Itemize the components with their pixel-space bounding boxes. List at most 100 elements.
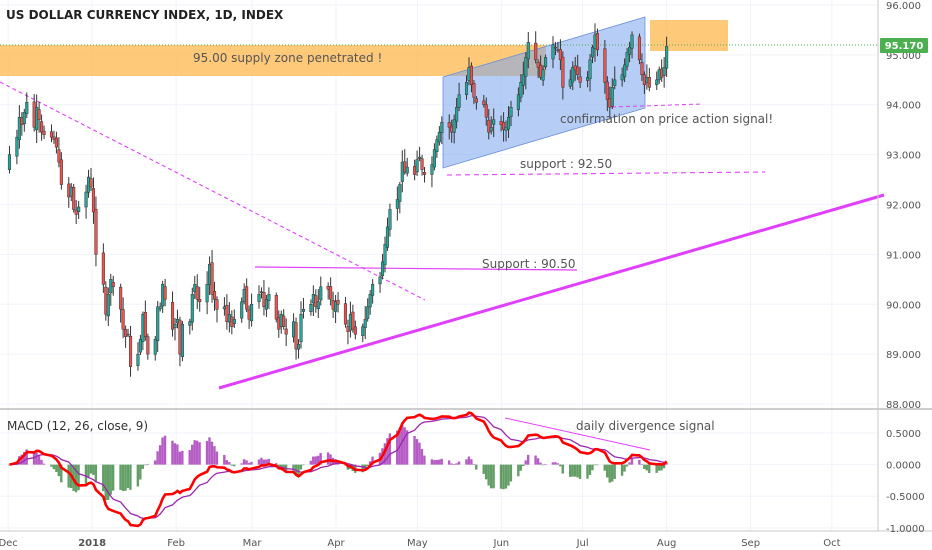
candle[interactable] <box>314 295 318 307</box>
candle[interactable] <box>153 338 157 355</box>
candle[interactable] <box>405 166 409 174</box>
candle[interactable] <box>647 77 651 88</box>
candle[interactable] <box>331 300 335 310</box>
candle[interactable] <box>665 46 669 69</box>
candle[interactable] <box>620 74 624 81</box>
candle[interactable] <box>37 109 41 120</box>
candle[interactable] <box>136 353 140 366</box>
candle[interactable] <box>126 333 130 336</box>
candle[interactable] <box>77 206 81 213</box>
candle[interactable] <box>334 301 338 312</box>
candle[interactable] <box>516 94 520 110</box>
candle[interactable] <box>430 164 434 175</box>
candle[interactable] <box>274 295 278 320</box>
candle[interactable] <box>637 36 642 61</box>
candle[interactable] <box>526 42 530 60</box>
candle[interactable] <box>22 111 26 125</box>
candle[interactable] <box>452 119 456 133</box>
candle[interactable] <box>264 299 268 310</box>
candle[interactable] <box>230 316 234 327</box>
downtrend-line[interactable] <box>0 81 426 301</box>
candle[interactable] <box>210 262 214 295</box>
candle[interactable] <box>398 184 402 202</box>
candle[interactable] <box>91 188 96 213</box>
candle[interactable] <box>519 82 523 98</box>
candle[interactable] <box>487 119 491 133</box>
candle[interactable] <box>146 336 150 355</box>
candle[interactable] <box>301 308 306 312</box>
candle[interactable] <box>590 47 595 58</box>
candle[interactable] <box>472 83 476 98</box>
candle[interactable] <box>86 176 91 193</box>
candle[interactable] <box>170 301 175 330</box>
candle[interactable] <box>227 313 231 323</box>
candle[interactable] <box>524 57 528 77</box>
candle[interactable] <box>67 183 71 198</box>
candle[interactable] <box>299 313 303 343</box>
candle[interactable] <box>366 306 370 319</box>
candle[interactable] <box>212 291 217 300</box>
candle[interactable] <box>457 94 461 108</box>
candle[interactable] <box>161 284 165 307</box>
candle[interactable] <box>395 199 399 209</box>
candle[interactable] <box>363 318 367 328</box>
candle[interactable] <box>660 68 664 78</box>
candle[interactable] <box>282 315 286 327</box>
candle[interactable] <box>371 284 375 296</box>
candle[interactable] <box>536 61 540 68</box>
candle[interactable] <box>232 318 236 325</box>
candle[interactable] <box>450 125 454 133</box>
support-92-line[interactable] <box>446 171 766 176</box>
candle[interactable] <box>380 261 385 277</box>
candle[interactable] <box>553 46 558 49</box>
candle[interactable] <box>541 69 545 81</box>
candle[interactable] <box>292 321 296 338</box>
candle[interactable] <box>128 336 133 367</box>
candle[interactable] <box>311 294 315 304</box>
candle[interactable] <box>506 116 511 130</box>
candle[interactable] <box>640 62 644 76</box>
candle[interactable] <box>138 338 142 353</box>
candle[interactable] <box>111 282 115 288</box>
candle[interactable] <box>242 289 246 302</box>
candle[interactable] <box>544 57 548 68</box>
candle[interactable] <box>521 74 525 86</box>
candle[interactable] <box>595 33 600 51</box>
candle[interactable] <box>400 161 404 182</box>
candle[interactable] <box>378 276 382 285</box>
candle[interactable] <box>72 187 76 210</box>
candle[interactable] <box>178 319 182 355</box>
candle[interactable] <box>413 166 417 175</box>
candle[interactable] <box>610 87 614 107</box>
candle[interactable] <box>180 323 184 357</box>
candle[interactable] <box>141 313 145 342</box>
candle[interactable] <box>294 322 298 350</box>
candle[interactable] <box>415 159 419 173</box>
candle[interactable] <box>267 294 271 302</box>
candle[interactable] <box>250 304 254 322</box>
candle[interactable] <box>625 52 629 67</box>
candle[interactable] <box>42 130 46 135</box>
candle[interactable] <box>469 65 474 86</box>
candle[interactable] <box>215 299 219 310</box>
candle[interactable] <box>551 44 555 60</box>
candle[interactable] <box>316 301 320 310</box>
candle[interactable] <box>124 329 128 337</box>
support-90-line[interactable] <box>254 266 578 271</box>
candle[interactable] <box>642 74 646 86</box>
time-axis[interactable]: Dec 2018 Feb Mar Apr May Jun Jul Aug Sep Oct <box>0 538 841 549</box>
candle[interactable] <box>432 149 436 168</box>
candle[interactable] <box>464 82 469 96</box>
candle[interactable] <box>84 191 88 208</box>
candle[interactable] <box>49 131 54 138</box>
candle[interactable] <box>603 48 607 83</box>
candle[interactable] <box>608 98 612 108</box>
candle[interactable] <box>329 286 333 300</box>
candle[interactable] <box>17 116 21 140</box>
candle[interactable] <box>437 131 441 143</box>
candle[interactable] <box>489 126 493 132</box>
candle[interactable] <box>208 264 212 286</box>
candle[interactable] <box>447 122 451 128</box>
candle[interactable] <box>296 343 301 350</box>
candle[interactable] <box>385 226 390 248</box>
